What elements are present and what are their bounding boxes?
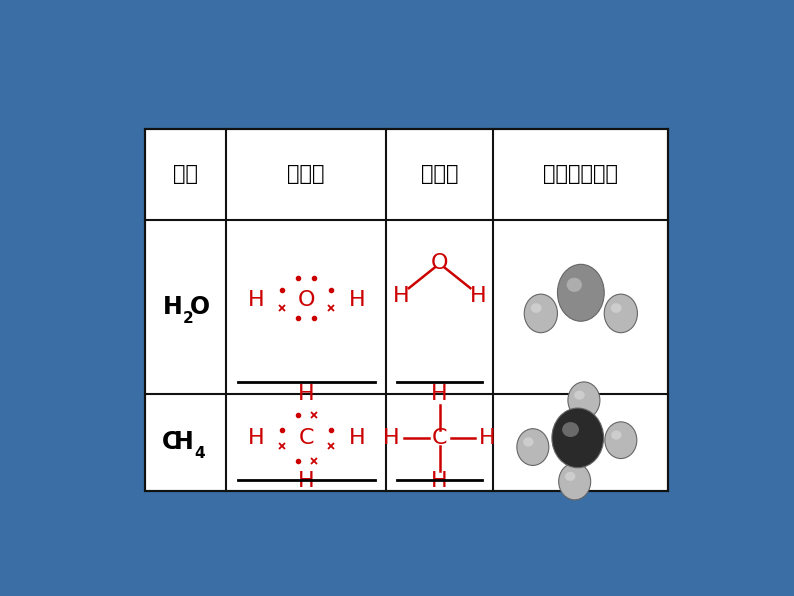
Text: 电子式: 电子式 (287, 164, 325, 184)
Ellipse shape (524, 294, 557, 333)
Text: H: H (174, 430, 194, 455)
Text: 分子: 分子 (173, 164, 198, 184)
Text: H: H (163, 294, 183, 318)
Ellipse shape (552, 408, 603, 468)
Ellipse shape (611, 430, 622, 440)
Ellipse shape (530, 303, 542, 313)
Text: H: H (393, 287, 410, 306)
Ellipse shape (604, 294, 638, 333)
Text: 结构式: 结构式 (421, 164, 458, 184)
Ellipse shape (557, 264, 604, 321)
Text: H: H (298, 384, 314, 404)
Text: H: H (349, 290, 365, 310)
Text: O: O (298, 290, 315, 310)
Ellipse shape (605, 422, 637, 458)
Ellipse shape (559, 463, 591, 500)
Bar (145, 129, 669, 492)
Text: O: O (431, 253, 449, 273)
Text: H: H (480, 428, 496, 448)
Ellipse shape (611, 303, 622, 313)
Text: H: H (431, 384, 448, 404)
Ellipse shape (523, 437, 534, 446)
Text: H: H (248, 290, 264, 310)
Text: 2: 2 (183, 311, 193, 325)
Text: H: H (384, 428, 400, 448)
Ellipse shape (562, 422, 579, 437)
Text: H: H (298, 471, 314, 492)
Ellipse shape (567, 278, 582, 292)
Text: H: H (469, 287, 486, 306)
Text: C: C (162, 430, 179, 455)
Ellipse shape (574, 390, 584, 400)
Text: C: C (432, 428, 447, 448)
Text: O: O (190, 294, 210, 318)
Text: 分子结构模型: 分子结构模型 (543, 164, 619, 184)
Text: C: C (299, 428, 314, 448)
Ellipse shape (565, 472, 576, 481)
Ellipse shape (568, 382, 600, 418)
Text: H: H (248, 428, 264, 448)
Ellipse shape (517, 429, 549, 465)
Text: H: H (431, 471, 448, 492)
Text: 4: 4 (195, 446, 205, 461)
Text: H: H (349, 428, 365, 448)
